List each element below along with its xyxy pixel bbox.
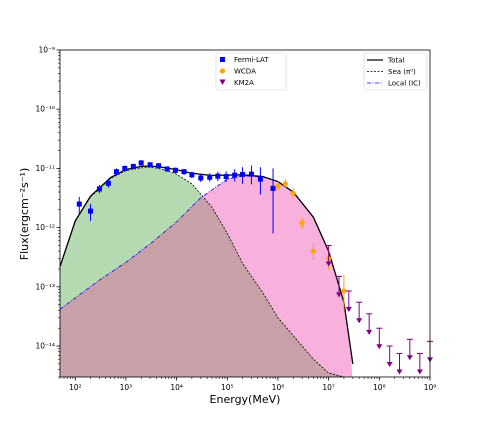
fermi-point — [270, 185, 276, 191]
y-tick-label: 10⁻¹¹ — [35, 164, 55, 173]
wcda-point — [275, 183, 281, 189]
km2a-arrow-head — [396, 369, 403, 375]
fermi-point — [257, 176, 263, 182]
y-tick-label: 10⁻¹² — [35, 223, 55, 232]
fermi-point — [240, 171, 246, 177]
fermi-point — [172, 167, 178, 173]
y-tick-label: 10⁻¹⁴ — [35, 342, 55, 351]
x-tick-label: 10⁷ — [322, 383, 335, 392]
legend-fermi-label: Fermi-LAT — [234, 56, 269, 64]
y-axis-label: Flux(ergcm⁻²s⁻¹) — [18, 168, 31, 260]
km2a-arrow-head — [416, 369, 423, 375]
x-tick-label: 10⁶ — [272, 383, 285, 392]
km2a-arrow-head — [376, 344, 383, 350]
y-tick-label: 10⁻⁹ — [38, 46, 55, 55]
fermi-point — [189, 172, 195, 178]
legend-fermi-marker — [220, 57, 225, 62]
fermi-point — [215, 173, 221, 179]
legend-wcda-marker — [219, 68, 226, 74]
km2a-arrow-head — [366, 329, 373, 335]
legend-local-label: Local (IC) — [388, 80, 421, 88]
x-tick-label: 10⁸ — [373, 383, 386, 392]
legend-km2a-label: KM2A — [234, 79, 254, 87]
fermi-point — [248, 171, 254, 177]
legend-sea-label: Sea (π⁰) — [388, 68, 416, 76]
x-tick-label: 10⁹ — [424, 383, 437, 392]
fermi-point — [223, 174, 229, 180]
y-tick-label: 10⁻¹⁰ — [35, 105, 55, 114]
km2a-arrow-head — [406, 355, 413, 361]
x-tick-label: 10⁴ — [170, 383, 183, 392]
fermi-point — [76, 201, 82, 207]
wcda-point — [290, 190, 296, 196]
fermi-point — [164, 166, 170, 172]
fermi-point — [198, 175, 204, 181]
wcda-point — [310, 248, 316, 254]
wcda-point — [282, 181, 288, 187]
x-tick-label: 10² — [69, 383, 82, 392]
fermi-point — [88, 208, 94, 214]
y-tick-label: 10⁻¹³ — [35, 282, 55, 291]
km2a-arrow-head — [356, 318, 363, 324]
fermi-point — [181, 169, 187, 175]
x-tick-label: 10⁵ — [221, 383, 234, 392]
km2a-arrow-head — [345, 307, 352, 313]
fermi-point — [130, 163, 136, 169]
wcda-point — [341, 288, 347, 294]
legend-total-label: Total — [387, 57, 404, 65]
legend-wcda-label: WCDA — [234, 68, 256, 76]
x-axis-label: Energy(MeV) — [210, 393, 281, 406]
fermi-point — [232, 172, 238, 178]
fermi-point — [138, 160, 144, 166]
fermi-point — [207, 174, 213, 180]
legend-km2a-marker — [219, 79, 226, 85]
fermi-point — [156, 163, 162, 169]
km2a-arrow-head — [386, 362, 393, 368]
km2a-arrow-head — [325, 261, 332, 267]
wcda-point — [299, 220, 305, 226]
fermi-point — [105, 180, 111, 186]
total-curve — [60, 165, 354, 364]
legend-markers: Fermi-LAT WCDA KM2A — [215, 52, 287, 91]
fermi-point — [113, 169, 119, 175]
fermi-point — [96, 186, 102, 192]
plot-frame — [59, 49, 431, 378]
fermi-point — [147, 162, 153, 168]
legend-models: Total Sea (π⁰) Local (IC) — [363, 52, 428, 91]
local-curve — [60, 175, 354, 364]
km2a-arrow-head — [335, 292, 342, 298]
x-tick-label: 10³ — [120, 383, 133, 392]
fermi-point — [122, 165, 128, 171]
